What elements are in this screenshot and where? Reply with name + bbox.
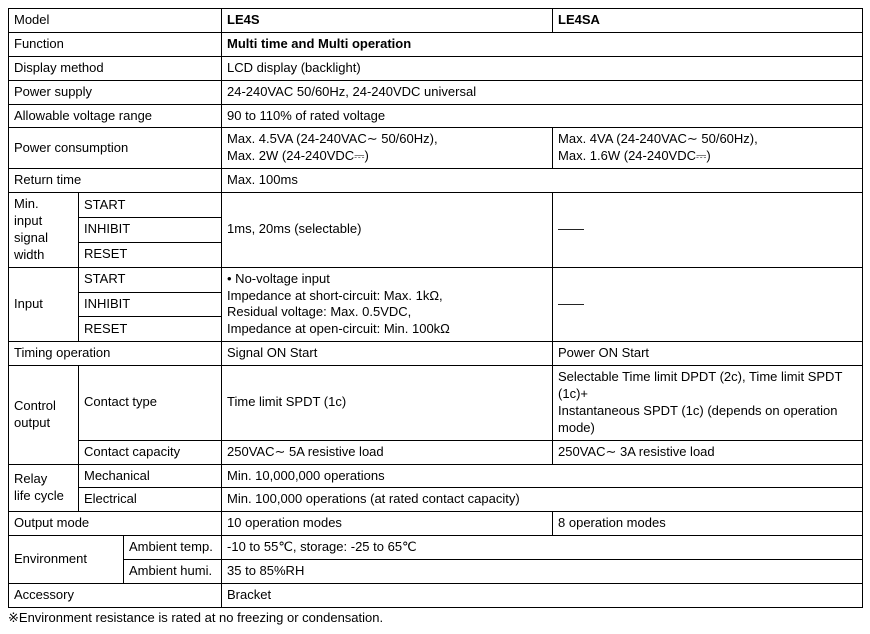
- label-voltage-range: Allowable voltage range: [9, 104, 222, 128]
- value-power-consumption-le4sa: Max. 4VA (24-240VAC∼ 50/60Hz),Max. 1.6W …: [553, 128, 863, 169]
- label-control-output: Controloutput: [9, 366, 79, 464]
- value-min-input-le4s: 1ms, 20ms (selectable): [222, 193, 553, 268]
- table-row: Return time Max. 100ms: [9, 169, 863, 193]
- table-row: Allowable voltage range 90 to 110% of ra…: [9, 104, 863, 128]
- label-contact-capacity: Contact capacity: [79, 440, 222, 464]
- label-input-inhibit: INHIBIT: [79, 292, 222, 317]
- value-timing-le4s: Signal ON Start: [222, 342, 553, 366]
- label-input-reset: RESET: [79, 317, 222, 342]
- label-display: Display method: [9, 56, 222, 80]
- value-power-supply: 24-240VAC 50/60Hz, 24-240VDC universal: [222, 80, 863, 104]
- value-return-time: Max. 100ms: [222, 169, 863, 193]
- value-ambient-temp: -10 to 55℃, storage: -25 to 65℃: [222, 536, 863, 560]
- header-le4s: LE4S: [222, 9, 553, 33]
- label-mechanical: Mechanical: [79, 464, 222, 488]
- table-row: Model LE4S LE4SA: [9, 9, 863, 33]
- value-timing-le4sa: Power ON Start: [553, 342, 863, 366]
- spec-table: Model LE4S LE4SA Function Multi time and…: [8, 8, 863, 608]
- value-mechanical: Min. 10,000,000 operations: [222, 464, 863, 488]
- header-le4sa: LE4SA: [553, 9, 863, 33]
- label-power-consumption: Power consumption: [9, 128, 222, 169]
- label-ambient-humi: Ambient humi.: [124, 560, 222, 584]
- value-power-consumption-le4s: Max. 4.5VA (24-240VAC∼ 50/60Hz),Max. 2W …: [222, 128, 553, 169]
- value-min-input-le4sa: ——: [553, 193, 863, 268]
- table-row: Timing operation Signal ON Start Power O…: [9, 342, 863, 366]
- value-contact-capacity-le4s: 250VAC∼ 5A resistive load: [222, 440, 553, 464]
- label-timing: Timing operation: [9, 342, 222, 366]
- value-contact-type-le4s: Time limit SPDT (1c): [222, 366, 553, 441]
- value-accessory: Bracket: [222, 584, 863, 608]
- table-row: Power supply 24-240VAC 50/60Hz, 24-240VD…: [9, 80, 863, 104]
- label-environment: Environment: [9, 536, 124, 584]
- label-return-time: Return time: [9, 169, 222, 193]
- table-row: Display method LCD display (backlight): [9, 56, 863, 80]
- value-electrical: Min. 100,000 operations (at rated contac…: [222, 488, 863, 512]
- table-row: Output mode 10 operation modes 8 operati…: [9, 512, 863, 536]
- label-contact-type: Contact type: [79, 366, 222, 441]
- value-output-mode-le4sa: 8 operation modes: [553, 512, 863, 536]
- value-display: LCD display (backlight): [222, 56, 863, 80]
- label-power-supply: Power supply: [9, 80, 222, 104]
- table-row: Electrical Min. 100,000 operations (at r…: [9, 488, 863, 512]
- value-input-le4s: • No-voltage inputImpedance at short-cir…: [222, 267, 553, 342]
- value-contact-capacity-le4sa: 250VAC∼ 3A resistive load: [553, 440, 863, 464]
- table-row: Function Multi time and Multi operation: [9, 32, 863, 56]
- label-min-input-reset: RESET: [79, 242, 222, 267]
- footnote: ※Environment resistance is rated at no f…: [8, 608, 862, 626]
- table-row: Relaylife cycle Mechanical Min. 10,000,0…: [9, 464, 863, 488]
- label-relay: Relaylife cycle: [9, 464, 79, 512]
- table-row: Min.inputsignalwidth START 1ms, 20ms (se…: [9, 193, 863, 218]
- table-row: Input START • No-voltage inputImpedance …: [9, 267, 863, 292]
- table-row: Accessory Bracket: [9, 584, 863, 608]
- value-output-mode-le4s: 10 operation modes: [222, 512, 553, 536]
- label-ambient-temp: Ambient temp.: [124, 536, 222, 560]
- table-row: Controloutput Contact type Time limit SP…: [9, 366, 863, 441]
- label-output-mode: Output mode: [9, 512, 222, 536]
- header-model: Model: [9, 9, 222, 33]
- label-min-input-inhibit: INHIBIT: [79, 217, 222, 242]
- value-contact-type-le4sa: Selectable Time limit DPDT (2c), Time li…: [553, 366, 863, 441]
- label-function: Function: [9, 32, 222, 56]
- table-row: Ambient humi. 35 to 85%RH: [9, 560, 863, 584]
- label-input: Input: [9, 267, 79, 342]
- value-voltage-range: 90 to 110% of rated voltage: [222, 104, 863, 128]
- label-electrical: Electrical: [79, 488, 222, 512]
- label-min-input: Min.inputsignalwidth: [9, 193, 79, 268]
- table-row: Environment Ambient temp. -10 to 55℃, st…: [9, 536, 863, 560]
- value-input-le4sa: ——: [553, 267, 863, 342]
- value-ambient-humi: 35 to 85%RH: [222, 560, 863, 584]
- table-row: Power consumption Max. 4.5VA (24-240VAC∼…: [9, 128, 863, 169]
- value-function: Multi time and Multi operation: [222, 32, 863, 56]
- table-row: Contact capacity 250VAC∼ 5A resistive lo…: [9, 440, 863, 464]
- label-min-input-start: START: [79, 193, 222, 218]
- label-input-start: START: [79, 267, 222, 292]
- label-accessory: Accessory: [9, 584, 222, 608]
